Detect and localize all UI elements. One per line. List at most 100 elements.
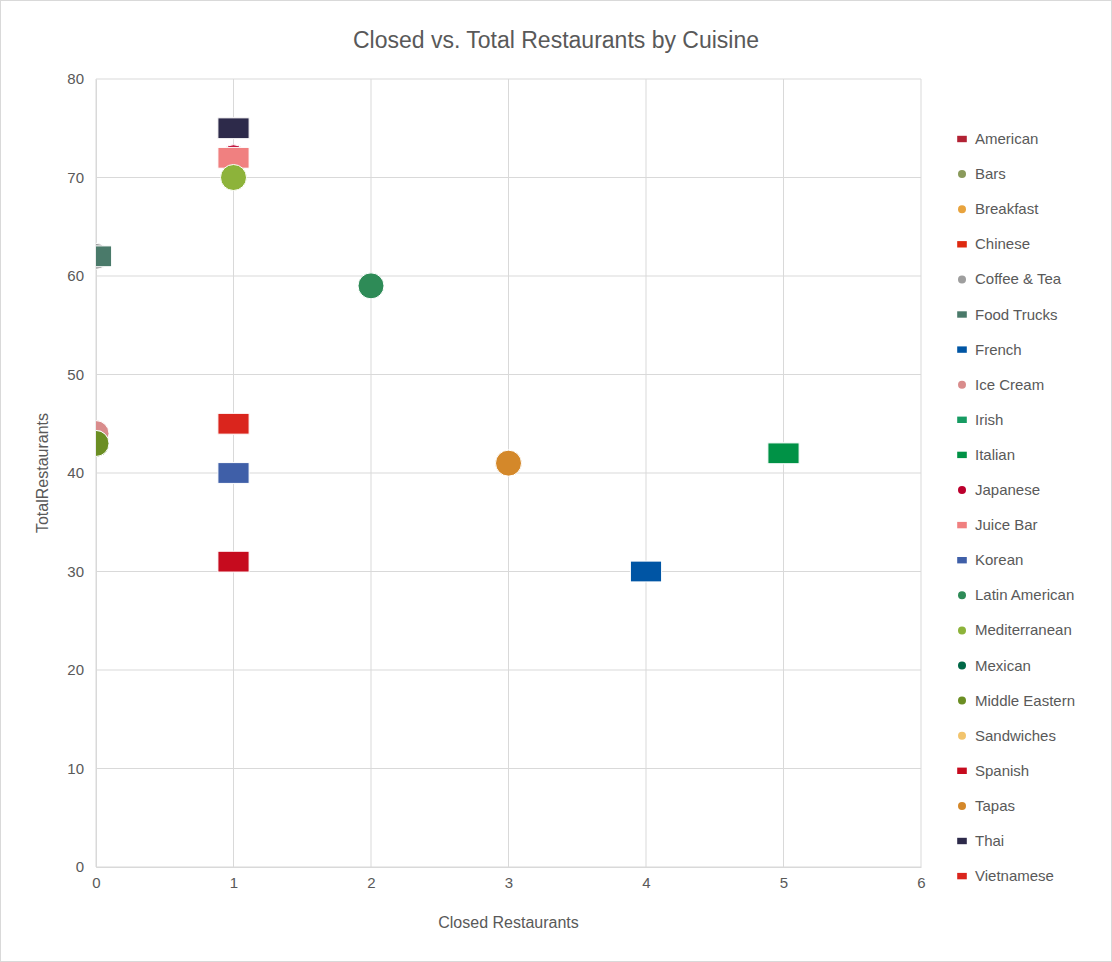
point: [218, 551, 249, 572]
legend-label: Mediterranean: [975, 621, 1072, 638]
grid-line-y: [96, 177, 921, 178]
tick-label: 20: [67, 661, 84, 678]
legend-item: Food Trucks: [957, 306, 1057, 323]
point: [96, 430, 109, 456]
legend-marker: [957, 311, 967, 317]
legend-item: Italian: [957, 446, 1015, 463]
tick-label: 6: [917, 874, 925, 891]
tick: 0: [92, 867, 100, 891]
tick-label: 4: [642, 874, 650, 891]
y-axis: 01020304050607080: [67, 70, 96, 875]
legend-item: Spanish: [957, 762, 1029, 779]
point: [358, 273, 384, 299]
point: [96, 246, 112, 267]
tick: 2: [367, 867, 375, 891]
grid-line-y: [96, 670, 921, 671]
grid-line-y: [96, 768, 921, 769]
legend-item: Chinese: [957, 235, 1030, 252]
legend-label: Irish: [975, 411, 1003, 428]
tick-label: 50: [67, 366, 84, 383]
tick-label: 80: [67, 70, 84, 87]
axis-line: [96, 80, 97, 868]
legend-label: Breakfast: [975, 200, 1039, 217]
tick: 4: [642, 867, 650, 891]
legend-label: Juice Bar: [975, 516, 1038, 533]
legend-item: French: [957, 341, 1021, 358]
tick: 50: [67, 366, 96, 383]
tick: 0: [76, 858, 96, 875]
grid: [96, 79, 921, 867]
tick: 80: [67, 70, 96, 87]
point: [218, 413, 249, 434]
grid-line-y: [96, 276, 921, 277]
point: [768, 443, 799, 464]
legend-item: Latin American: [958, 586, 1074, 603]
legend-item: Tapas: [958, 797, 1015, 814]
point: [218, 118, 249, 139]
tick-label: 10: [67, 760, 84, 777]
point: [768, 443, 799, 464]
tick: 20: [67, 661, 96, 678]
legend-marker: [958, 205, 966, 213]
legend-item: Thai: [957, 832, 1004, 849]
legend-item: Breakfast: [958, 200, 1039, 217]
point: [496, 450, 522, 476]
legend-item: Vietnamese: [957, 867, 1054, 884]
tick: 6: [917, 867, 925, 891]
tick: 1: [230, 867, 238, 891]
legend-item: Sandwiches: [958, 727, 1056, 744]
legend-label: Ice Cream: [975, 376, 1044, 393]
legend-item: Juice Bar: [957, 516, 1037, 533]
legend-label: Korean: [975, 551, 1023, 568]
legend-marker: [958, 381, 966, 389]
legend-item: American: [957, 130, 1038, 147]
legend-item: Ice Cream: [958, 376, 1044, 393]
grid-line-y: [96, 867, 921, 868]
legend-label: Vietnamese: [975, 867, 1054, 884]
legend-label: American: [975, 130, 1038, 147]
legend-marker: [957, 346, 967, 352]
point: [218, 463, 249, 484]
legend-marker: [958, 697, 966, 705]
legend-marker: [958, 591, 966, 599]
legend-label: Mexican: [975, 657, 1031, 674]
point: [496, 450, 522, 476]
y-axis-title: TotalRestaurants: [34, 413, 51, 533]
legend-item: Bars: [958, 165, 1006, 182]
tick-label: 1: [230, 874, 238, 891]
point: [221, 165, 247, 191]
legend-label: Thai: [975, 832, 1004, 849]
legend-label: French: [975, 341, 1022, 358]
grid-line-y: [96, 374, 921, 375]
tick: 5: [780, 867, 788, 891]
legend-label: Latin American: [975, 586, 1074, 603]
legend-marker: [957, 522, 967, 528]
tick: 60: [67, 267, 96, 284]
tick: 10: [67, 760, 96, 777]
tick-label: 5: [780, 874, 788, 891]
legend-item: Middle Eastern: [958, 692, 1075, 709]
points: [96, 118, 799, 582]
tick-label: 30: [67, 563, 84, 580]
x-axis-title: Closed Restaurants: [438, 914, 579, 931]
legend-marker: [957, 241, 967, 247]
legend-label: Middle Eastern: [975, 692, 1075, 709]
chart-frame: [1, 1, 1112, 962]
legend-label: Italian: [975, 446, 1015, 463]
tick: 30: [67, 563, 96, 580]
tick-label: 60: [67, 267, 84, 284]
legend-marker: [957, 417, 967, 423]
legend-item: Japanese: [958, 481, 1040, 498]
legend-label: Japanese: [975, 481, 1040, 498]
tick-label: 70: [67, 169, 84, 186]
grid-line-y: [96, 79, 921, 80]
legend-label: Coffee & Tea: [975, 270, 1062, 287]
axis-line: [97, 867, 922, 868]
legend-label: Sandwiches: [975, 727, 1056, 744]
legend-label: Tapas: [975, 797, 1015, 814]
legend-marker: [957, 768, 967, 774]
legend-item: Mediterranean: [958, 621, 1072, 638]
legend-marker: [958, 486, 966, 494]
legend-marker: [957, 873, 967, 879]
point: [218, 413, 249, 434]
